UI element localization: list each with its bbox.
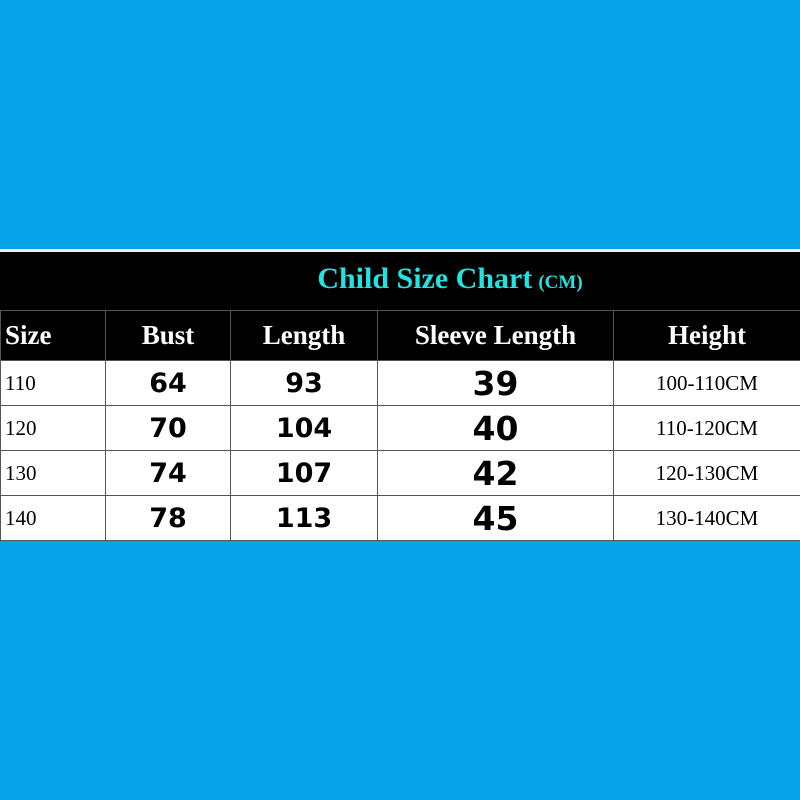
table-cell: 100-110CM xyxy=(613,360,800,406)
table-cell: 104 xyxy=(230,405,378,451)
table-cell: 110 xyxy=(0,360,106,406)
table-cell: 70 xyxy=(105,405,231,451)
table-cell: 40 xyxy=(377,405,614,451)
header-row: Size Bust Length Sleeve Length Height xyxy=(0,310,800,361)
column-header: Size xyxy=(0,310,106,361)
table-cell: 130-140CM xyxy=(613,495,800,541)
title-band: Child Size Chart (CM) xyxy=(0,252,800,310)
table-cell: 120-130CM xyxy=(613,450,800,496)
table-row: 130 74 107 42 120-130CM xyxy=(0,450,800,496)
table-cell: 107 xyxy=(230,450,378,496)
chart-title-wrap: Child Size Chart (CM) xyxy=(0,262,800,296)
table-cell: 140 xyxy=(0,495,106,541)
table-cell: 93 xyxy=(230,360,378,406)
table-cell: 39 xyxy=(377,360,614,406)
table-cell: 45 xyxy=(377,495,614,541)
column-header: Height xyxy=(613,310,800,361)
table-cell: 74 xyxy=(105,450,231,496)
chart-unit: (CM) xyxy=(538,272,583,293)
table-cell: 110-120CM xyxy=(613,405,800,451)
chart-title: Child Size Chart xyxy=(317,262,533,295)
table-cell: 120 xyxy=(0,405,106,451)
divider-line xyxy=(0,249,800,252)
table-cell: 78 xyxy=(105,495,231,541)
size-table: Size Bust Length Sleeve Length Height 110 64 9… xyxy=(0,310,800,541)
table-cell: 64 xyxy=(105,360,231,406)
column-header: Bust xyxy=(105,310,231,361)
table-row: 110 64 93 39 100-110CM xyxy=(0,360,800,406)
table-cell: 130 xyxy=(0,450,106,496)
table-cell: 42 xyxy=(377,450,614,496)
column-header: Length xyxy=(230,310,378,361)
table-row: 120 70 104 40 110-120CM xyxy=(0,405,800,451)
table-cell: 113 xyxy=(230,495,378,541)
table-row: 140 78 113 45 130-140CM xyxy=(0,495,800,541)
column-header: Sleeve Length xyxy=(377,310,614,361)
